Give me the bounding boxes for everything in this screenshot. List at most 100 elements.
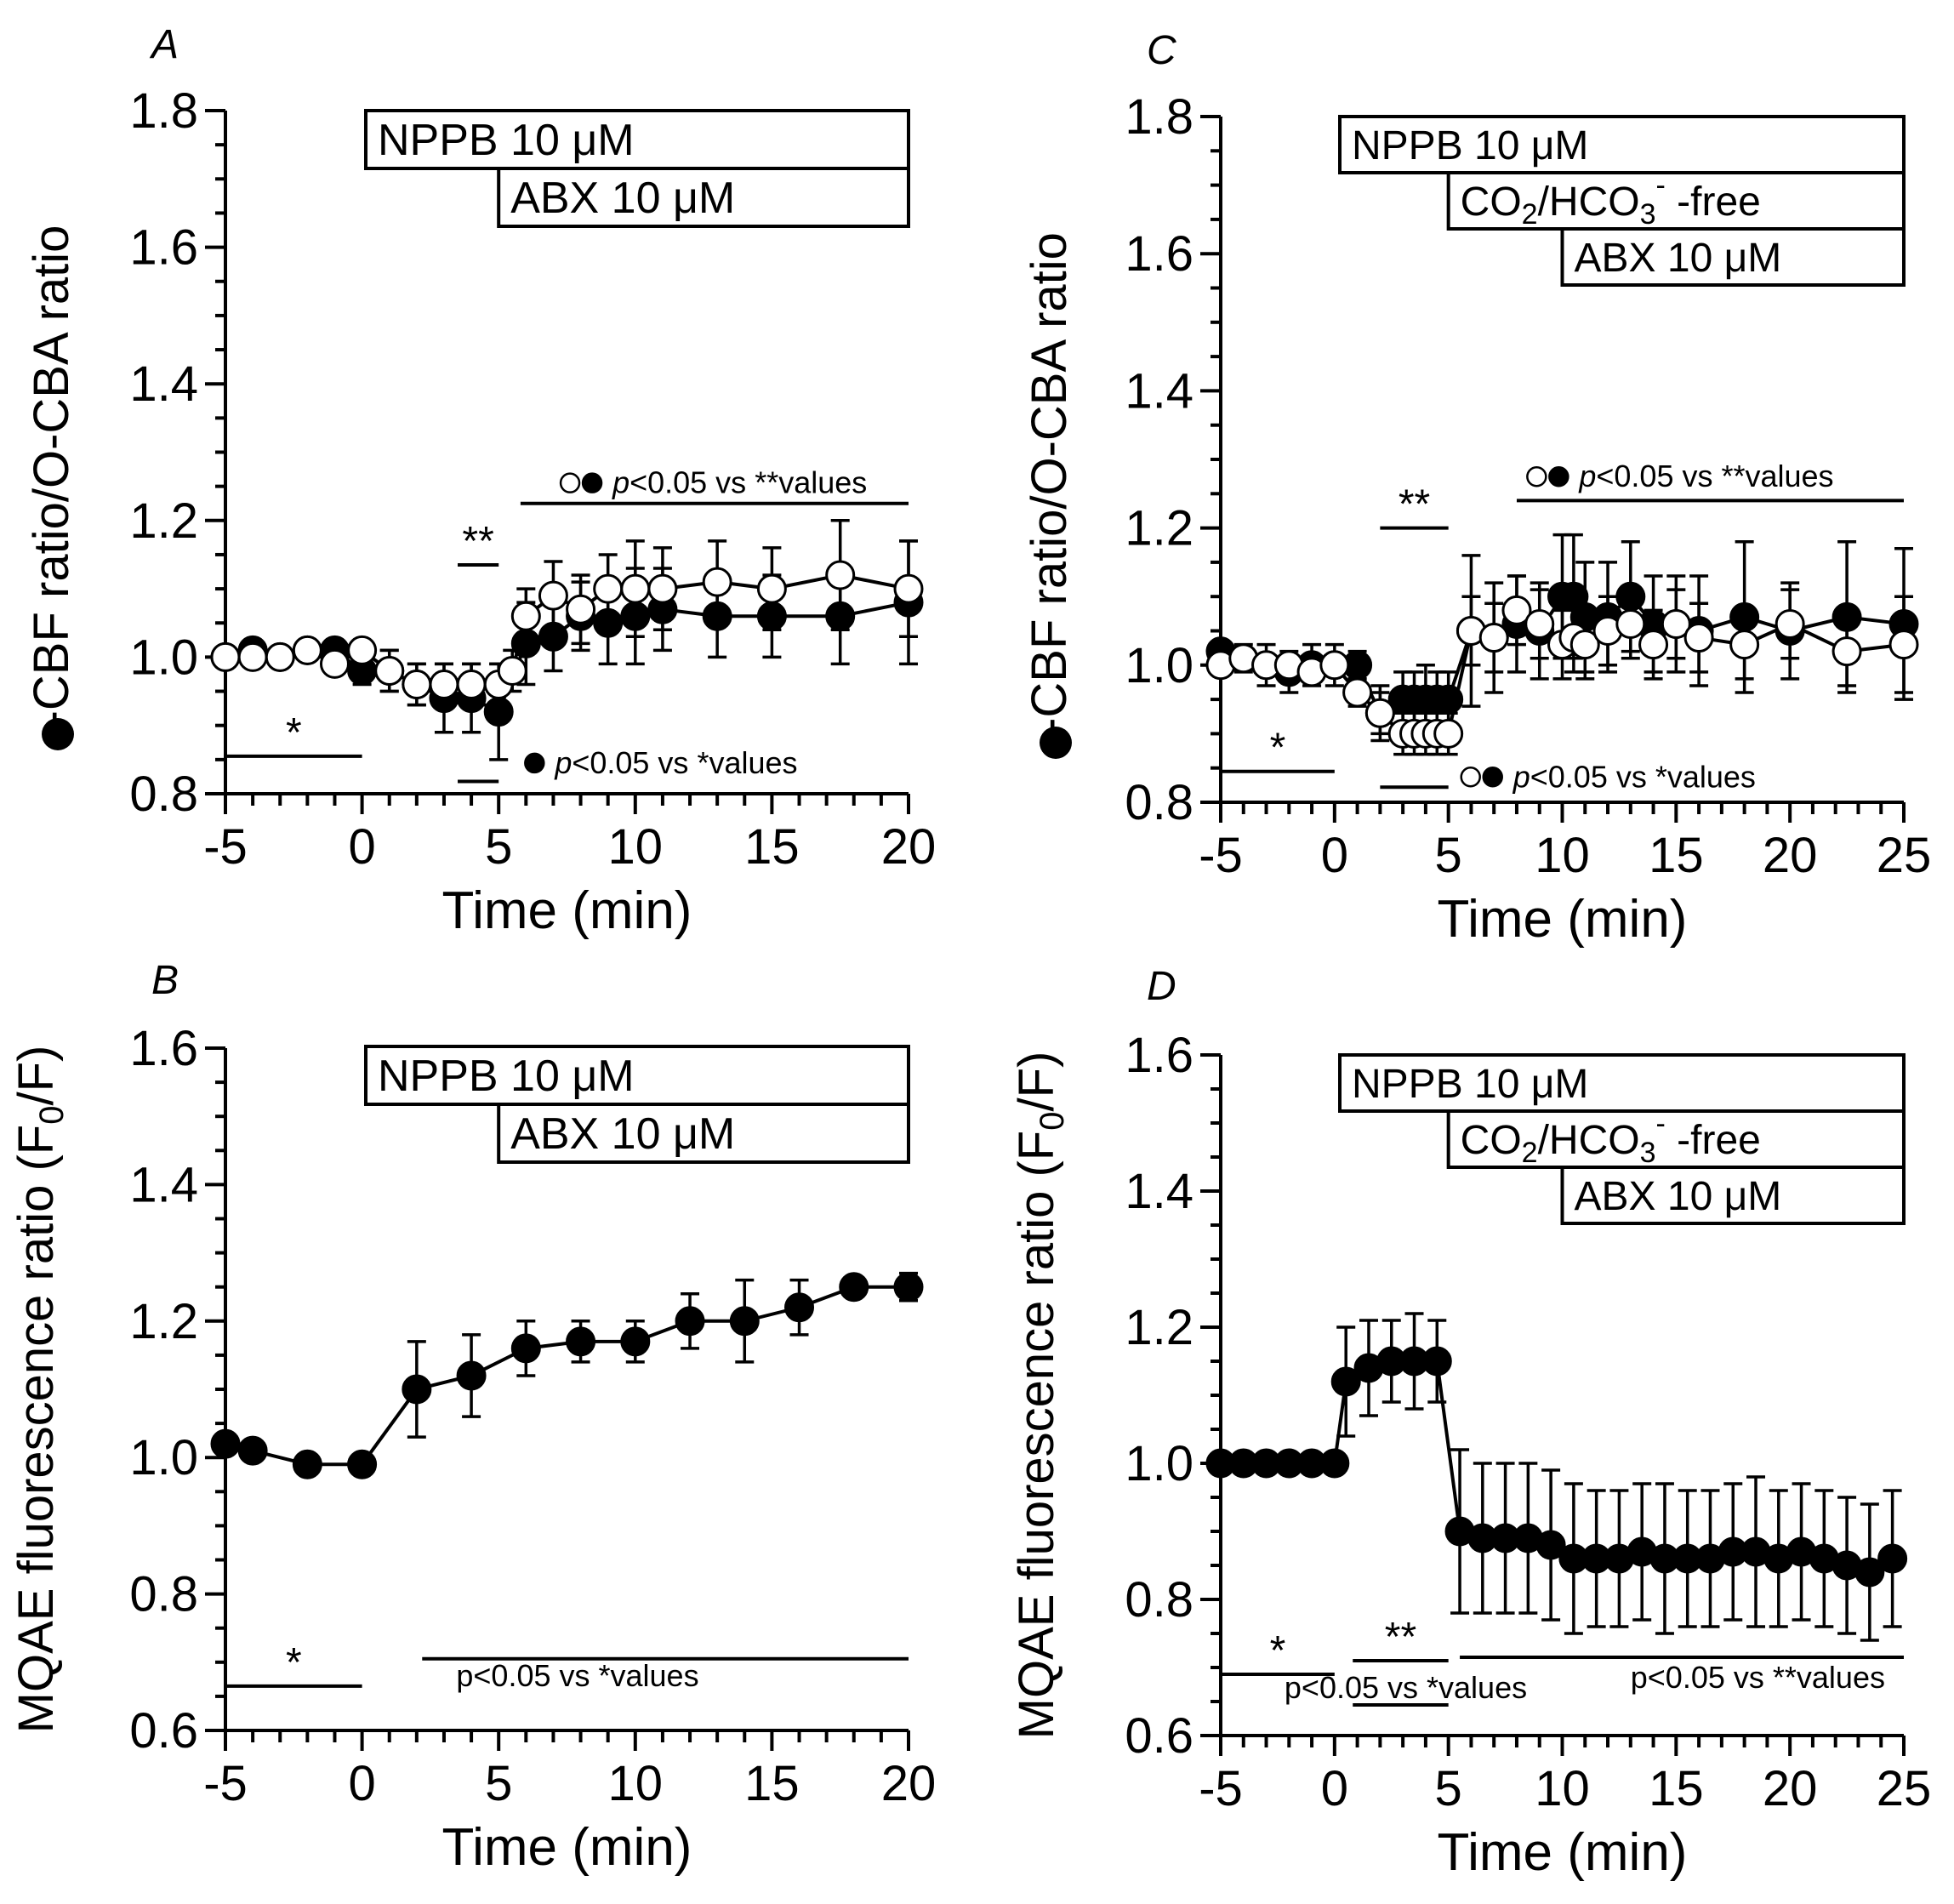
drug-bar xyxy=(1338,1053,1906,1113)
y-tick-label: 0.8 xyxy=(1125,775,1193,830)
y-tick-label: 1.0 xyxy=(129,1430,198,1485)
y-tick-label: 1.8 xyxy=(1125,89,1193,145)
y-tick-label: 1.2 xyxy=(1125,1300,1193,1355)
filled-circle-symbol xyxy=(524,752,545,774)
drug-bar-label-part: -free xyxy=(1666,180,1761,225)
x-tick-label: 25 xyxy=(1877,1761,1932,1816)
x-tick-label: 0 xyxy=(348,1756,375,1811)
drug-bar xyxy=(1560,227,1906,287)
significance-label: * xyxy=(1270,1628,1286,1673)
data-point-open xyxy=(1661,608,1691,639)
y-tick-label: 0.8 xyxy=(1125,1572,1193,1628)
y-axis-title-sub: 0 xyxy=(33,1106,71,1125)
drug-bar xyxy=(1446,1109,1906,1169)
y-tick-label: 1.2 xyxy=(129,1294,198,1349)
data-point-open xyxy=(1433,718,1464,749)
data-point-filled xyxy=(292,1449,322,1479)
annotation-body: <0.05 vs **values xyxy=(629,465,867,500)
drug-bar xyxy=(1338,115,1906,174)
y-axis-title-sub: 0 xyxy=(1034,1112,1071,1131)
x-axis-title: Time (min) xyxy=(1438,890,1688,949)
drug-bar-label: ABX 10 μM xyxy=(1575,1174,1782,1219)
data-point-open xyxy=(1888,630,1919,660)
drug-bar xyxy=(1560,1166,1906,1225)
x-tick-label: 20 xyxy=(881,819,937,875)
data-point-filled xyxy=(566,1326,596,1357)
y-tick-label: 1.2 xyxy=(129,493,198,549)
drug-bar xyxy=(1446,171,1906,231)
data-point-open xyxy=(265,641,295,672)
filled-circle-symbol xyxy=(1482,767,1503,788)
data-point-open xyxy=(1775,608,1805,639)
annotation-body: <0.05 vs *values xyxy=(1530,759,1756,794)
drug-bar-label-part: /HCO xyxy=(1538,180,1640,225)
data-point-open xyxy=(593,573,624,604)
y-axis-title: MQAE fluorescence ratio (F0/F) xyxy=(1009,1052,1071,1740)
y-tick-label: 1.8 xyxy=(129,83,198,139)
drug-bar-label-part: 3 xyxy=(1640,198,1656,231)
data-point-filled xyxy=(237,1435,268,1466)
y-tick-label: 1.0 xyxy=(129,630,198,685)
annotation-text: p<0.05 vs **values xyxy=(1578,459,1833,493)
y-tick-label: 1.6 xyxy=(129,1021,198,1076)
filled-circle-symbol xyxy=(1548,465,1569,487)
x-tick-label: 20 xyxy=(881,1756,937,1811)
y-axis-title: -CBF ratio/O-CBA ratio xyxy=(1022,232,1077,734)
panel-c: C 0.8 1.0 1.2 1.4 1.6 1.8 -5 0 5 10 15 20 25 Time (min… xyxy=(1022,28,1931,949)
data-point-open xyxy=(210,641,241,672)
y-axis-title-symbol xyxy=(42,718,74,750)
drug-bar-label: NPPB 10 μM xyxy=(1352,1062,1588,1107)
drug-bar-label-part: 3 xyxy=(1640,1137,1656,1169)
data-point-open xyxy=(1501,595,1532,625)
annotation-italic: p xyxy=(1512,759,1530,794)
drug-bar xyxy=(364,109,910,170)
drug-bar-label: NPPB 10 μM xyxy=(378,116,635,165)
panel-letter: D xyxy=(1147,964,1176,1009)
data-point-open xyxy=(1319,650,1350,681)
annotation-body: <0.05 vs *values xyxy=(572,745,797,780)
data-point-filled xyxy=(1319,1448,1350,1479)
data-point-open xyxy=(1364,698,1395,728)
panel-letter: B xyxy=(151,958,179,1003)
data-point-open xyxy=(1683,623,1714,653)
y-axis-title-main: MQAE fluorescence ratio (F xyxy=(1009,1131,1064,1740)
data-point-filled xyxy=(1330,1366,1361,1397)
x-tick-label: 0 xyxy=(348,819,375,875)
y-tick-label: 1.0 xyxy=(1125,1436,1193,1491)
y-tick-label: 0.8 xyxy=(129,1567,198,1622)
data-point-filled xyxy=(1854,1557,1885,1588)
data-point-filled xyxy=(620,1326,651,1357)
x-tick-label: 0 xyxy=(1321,1761,1348,1816)
data-point-filled xyxy=(456,1360,487,1391)
x-tick-label: 5 xyxy=(485,1756,512,1811)
x-tick-label: 15 xyxy=(744,1756,800,1811)
y-axis-title-symbol xyxy=(1040,727,1072,759)
data-point-open xyxy=(319,648,350,679)
data-point-filled xyxy=(839,1272,869,1303)
drug-bar-label-part: -free xyxy=(1666,1118,1761,1163)
y-tick-label: 1.4 xyxy=(129,356,198,412)
annotation-text: p<0.05 vs *values xyxy=(1512,759,1756,794)
significance-label: * xyxy=(286,1640,302,1685)
data-point-open xyxy=(1569,630,1600,660)
drug-bar-label: CO2/HCO3- -free xyxy=(1461,169,1761,231)
annotation-italic: p xyxy=(554,745,572,780)
annotation-body: p<0.05 vs *values xyxy=(456,1658,698,1693)
data-point-filled xyxy=(510,1333,541,1364)
data-point-open xyxy=(497,655,527,686)
drug-bar-label-part: CO xyxy=(1461,180,1522,225)
x-tick-label: 20 xyxy=(1763,1761,1818,1816)
y-tick-label: 0.6 xyxy=(1125,1708,1193,1764)
drug-bar-label-part: 2 xyxy=(1522,198,1538,231)
data-point-open xyxy=(1832,636,1862,667)
y-tick-label: 1.4 xyxy=(1125,1164,1193,1219)
data-point-open xyxy=(374,655,405,686)
annotation-body: p<0.05 vs *values xyxy=(1285,1670,1527,1705)
open-circle-symbol xyxy=(1460,767,1481,788)
data-point-filled xyxy=(675,1306,705,1337)
y-tick-label: 0.8 xyxy=(129,767,198,822)
drug-bar-label-part: 2 xyxy=(1522,1137,1538,1169)
x-tick-label: 15 xyxy=(744,819,800,875)
data-point-filled xyxy=(1535,1530,1566,1560)
